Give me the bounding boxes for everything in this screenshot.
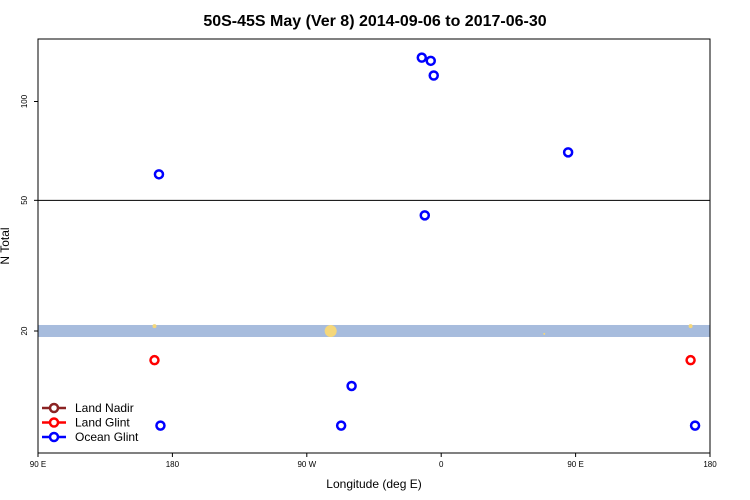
legend-label-land-nadir: Land Nadir bbox=[75, 401, 134, 415]
x-tick-label: 180 bbox=[703, 460, 717, 469]
x-tick-label: 90 W bbox=[297, 460, 316, 469]
ocean-glint-point bbox=[428, 70, 439, 81]
y-axis-label: N Total bbox=[0, 227, 12, 264]
ocean-glint-point bbox=[689, 420, 701, 431]
legend-label-land-glint: Land Glint bbox=[75, 416, 130, 430]
legend-label-ocean-glint: Ocean Glint bbox=[75, 430, 139, 444]
data-points bbox=[149, 52, 701, 431]
ocean-glint-point bbox=[153, 169, 165, 180]
ocean-glint-point bbox=[346, 380, 357, 392]
x-axis-label: Longitude (deg E) bbox=[326, 477, 421, 491]
y-tick-label: 100 bbox=[20, 94, 29, 108]
band-rect bbox=[38, 324, 710, 337]
x-tick-label: 90 E bbox=[30, 460, 46, 469]
ocean-glint-point bbox=[425, 55, 436, 67]
band-dot bbox=[543, 332, 546, 335]
ocean-glint-point bbox=[155, 420, 166, 431]
band-dot bbox=[324, 324, 337, 337]
y-tick-label: 20 bbox=[20, 326, 29, 335]
legend-marker-land-nadir bbox=[48, 402, 60, 414]
y-axis: 20 50 100 bbox=[20, 94, 38, 335]
legend-marker-ocean-glint bbox=[48, 431, 60, 443]
chart-title: 50S-45S May (Ver 8) 2014-09-06 to 2017-0… bbox=[203, 13, 546, 30]
land-glint-point bbox=[685, 354, 696, 366]
ocean-glint-point bbox=[416, 52, 428, 63]
ocean-glint-point bbox=[335, 420, 347, 431]
x-axis: 90 E 180 90 W 0 90 E 180 bbox=[30, 453, 717, 469]
land-glint-point bbox=[149, 354, 160, 366]
legend-marker-land-glint bbox=[48, 417, 60, 428]
highlight-band bbox=[38, 324, 710, 337]
x-tick-label: 0 bbox=[439, 460, 444, 469]
plot-frame bbox=[37, 38, 711, 454]
band-dot bbox=[152, 324, 157, 329]
ocean-glint-point bbox=[419, 210, 431, 221]
band-dot bbox=[688, 324, 693, 329]
ocean-glint-point bbox=[562, 147, 574, 158]
y-tick-label: 50 bbox=[20, 195, 29, 204]
x-tick-label: 180 bbox=[166, 460, 180, 469]
x-tick-label: 90 E bbox=[567, 460, 583, 469]
